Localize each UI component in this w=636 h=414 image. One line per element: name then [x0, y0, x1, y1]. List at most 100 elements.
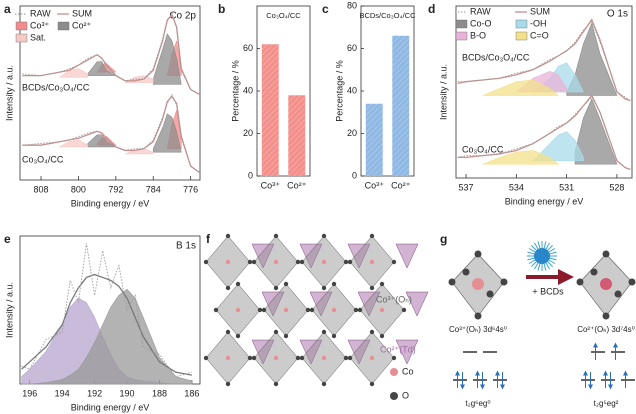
o-atom [225, 329, 231, 335]
o-atom [213, 307, 219, 313]
x-tick-label: 808 [34, 184, 49, 194]
co-atom [225, 355, 231, 361]
o-atom [257, 307, 263, 313]
tetrahedron [261, 291, 285, 317]
o-atom [251, 355, 257, 361]
sample-label: BCDs/Co₃O₄/CC [462, 52, 530, 62]
raw-line [22, 93, 201, 174]
panel-label: b [218, 2, 225, 16]
o-atom [273, 381, 279, 387]
tetrahedron [251, 243, 275, 269]
o-atom [369, 329, 375, 335]
x-tick-label: 800 [71, 184, 86, 194]
site-label: Co³⁺(Oₕ) [376, 294, 412, 304]
bar [365, 103, 383, 176]
o-atom [321, 329, 327, 335]
component-area [482, 150, 560, 165]
co-atom [369, 259, 375, 265]
o-atom [474, 312, 482, 320]
o-atom [225, 233, 231, 239]
legend-swatch [455, 31, 468, 41]
y-tick-label: 0 [248, 170, 253, 180]
o-atom [261, 307, 267, 313]
legend-swatch [515, 19, 528, 29]
component-area [482, 79, 560, 96]
x-tick-label: Co²⁺ [391, 180, 411, 190]
y-axis-title: Intensity / a.u. [438, 64, 448, 120]
o-atom [602, 312, 610, 320]
o-atom [614, 290, 622, 298]
x-tick-label: 528 [609, 182, 624, 192]
legend-label: SUM [530, 6, 550, 16]
bar [288, 95, 306, 176]
tetrahedron [405, 291, 429, 317]
x-tick-label: Co³⁺ [365, 180, 385, 190]
x-tick-label: Co³⁺ [261, 180, 281, 190]
o-atom [602, 250, 610, 258]
component-area [58, 68, 154, 83]
legend-label: B-O [470, 30, 486, 40]
legend-swatch [15, 21, 28, 31]
x-tick-label: 531 [559, 182, 574, 192]
o-atom [369, 285, 375, 291]
y-axis-title: Intensity / a.u. [4, 65, 14, 121]
x-tick-label: 537 [459, 182, 474, 192]
legend-o [390, 392, 398, 400]
o-atom [273, 285, 279, 291]
raw-line [457, 96, 631, 170]
x-tick-label: 194 [55, 388, 70, 398]
state-label: Co²⁺(Oₕ) 3d⁷4s⁰ [577, 325, 635, 334]
o-atom [273, 329, 279, 335]
legend-swatch [455, 19, 468, 29]
tetrahedron [251, 339, 275, 365]
legend-swatch [15, 33, 28, 43]
y-axis-title: Percentage / % [334, 60, 344, 122]
y-tick-label: 60 [347, 43, 357, 53]
tetrahedron [357, 291, 381, 317]
plot-frame [19, 5, 201, 181]
co-atom [273, 259, 279, 265]
legend-label: C=O [530, 30, 549, 40]
config-label: t₂g⁶eg⁰ [465, 399, 490, 408]
o-atom [331, 281, 337, 287]
o-atom [347, 355, 353, 361]
legend-swatch [515, 31, 528, 41]
co-atom [331, 307, 337, 313]
o-atom [391, 355, 397, 361]
o-atom [343, 259, 349, 265]
x-tick-label: 188 [152, 388, 167, 398]
center-atom [472, 278, 484, 290]
bar [392, 35, 410, 176]
x-tick-label: 784 [146, 184, 161, 194]
component-area [532, 131, 584, 162]
tetrahedron [347, 243, 371, 269]
o-atom [474, 250, 482, 258]
o-atom [379, 281, 385, 287]
x-tick-label: 190 [120, 388, 135, 398]
o-atom [448, 278, 456, 286]
co-atom [273, 355, 279, 361]
y-tick-label: 80 [347, 0, 357, 10]
x-tick-label: 192 [87, 388, 102, 398]
center-atom [600, 278, 612, 290]
plot-frame [455, 5, 633, 179]
o-atom [576, 278, 584, 286]
co-atom [235, 307, 241, 313]
o-atom [379, 333, 385, 339]
o-atom [309, 307, 315, 313]
raw-line [21, 243, 193, 378]
co-atom [225, 259, 231, 265]
tetrahedron [395, 243, 419, 269]
o-atom [225, 381, 231, 387]
raw-line [22, 11, 201, 96]
legend-label: Co²⁺ [72, 20, 92, 30]
tetrahedron [309, 291, 333, 317]
legend-label: RAW [30, 8, 51, 18]
o-atom [486, 290, 494, 298]
y-tick-label: 40 [243, 85, 253, 95]
raw-line [457, 20, 631, 101]
config-label: t₂g⁵eg² [594, 399, 619, 408]
o-atom [251, 259, 257, 265]
panel-label: f [206, 232, 211, 246]
